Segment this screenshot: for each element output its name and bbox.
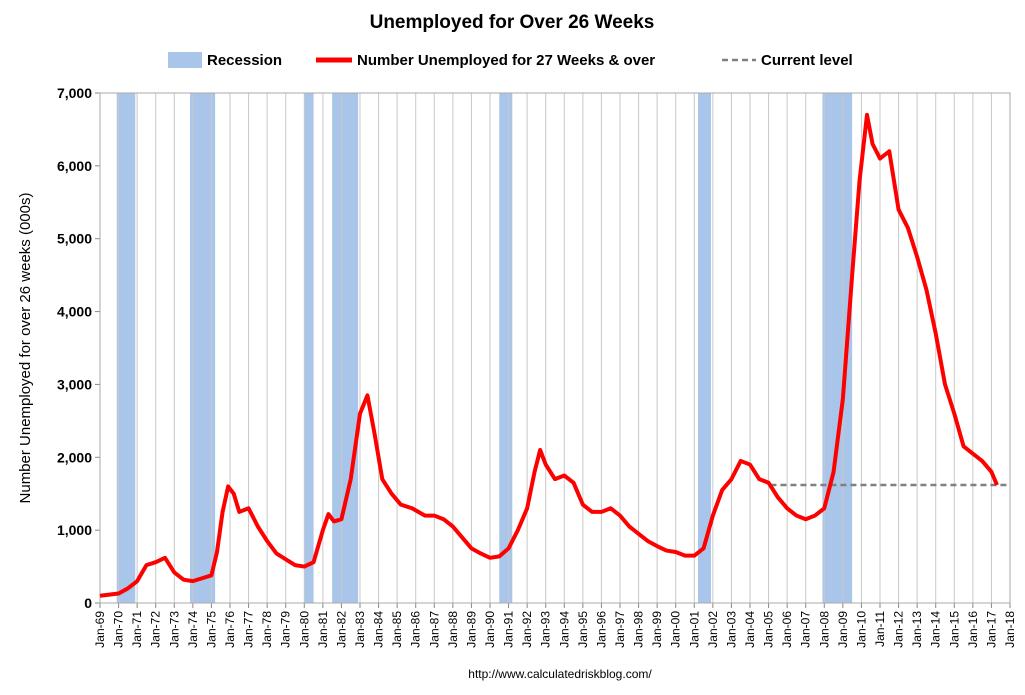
legend-swatch xyxy=(168,52,202,68)
x-tick-label: Jan-91 xyxy=(502,611,516,648)
x-tick-label: Jan-94 xyxy=(557,611,571,648)
y-tick-label: 4,000 xyxy=(57,304,92,320)
x-tick-label: Jan-92 xyxy=(520,611,534,648)
x-tick-label: Jan-97 xyxy=(613,611,627,648)
y-axis-label: Number Unemployed for over 26 weeks (000… xyxy=(17,193,34,504)
x-tick-label: Jan-16 xyxy=(966,611,980,648)
x-tick-label: Jan-10 xyxy=(854,611,868,648)
x-tick-label: Jan-69 xyxy=(93,611,107,648)
x-tick-label: Jan-81 xyxy=(316,611,330,648)
x-tick-label: Jan-75 xyxy=(204,611,218,648)
x-tick-label: Jan-86 xyxy=(409,611,423,648)
x-tick-label: Jan-14 xyxy=(929,611,943,648)
x-tick-label: Jan-74 xyxy=(186,611,200,648)
x-tick-label: Jan-72 xyxy=(149,611,163,648)
source: http://www.calculatedriskblog.com/ xyxy=(468,667,652,681)
x-tick-label: Jan-02 xyxy=(706,611,720,648)
recession-band xyxy=(332,93,359,603)
y-tick-label: 5,000 xyxy=(57,231,92,247)
x-tick-label: Jan-09 xyxy=(836,611,850,648)
x-tick-label: Jan-76 xyxy=(223,611,237,648)
x-tick-label: Jan-83 xyxy=(353,611,367,648)
legend-label: Recession xyxy=(207,52,282,69)
recession-band xyxy=(499,93,513,603)
x-tick-label: Jan-90 xyxy=(483,611,497,648)
x-tick-label: Jan-06 xyxy=(780,611,794,648)
y-tick-label: 0 xyxy=(84,595,92,611)
legend-label: Number Unemployed for 27 Weeks & over xyxy=(357,52,655,69)
x-tick-label: Jan-71 xyxy=(130,611,144,648)
y-tick-label: 3,000 xyxy=(57,376,92,392)
x-tick-label: Jan-01 xyxy=(687,611,701,648)
x-tick-label: Jan-98 xyxy=(632,611,646,648)
x-tick-label: Jan-93 xyxy=(539,611,553,648)
x-tick-label: Jan-03 xyxy=(724,611,738,648)
x-tick-label: Jan-04 xyxy=(743,611,757,648)
x-tick-label: Jan-99 xyxy=(650,611,664,648)
x-tick-label: Jan-88 xyxy=(446,611,460,648)
x-tick-label: Jan-96 xyxy=(594,611,608,648)
x-tick-label: Jan-05 xyxy=(762,611,776,648)
chart-title: Unemployed for Over 26 Weeks xyxy=(370,12,655,33)
x-tick-label: Jan-77 xyxy=(242,611,256,648)
x-tick-label: Jan-18 xyxy=(1003,611,1017,648)
x-tick-label: Jan-79 xyxy=(279,611,293,648)
x-tick-label: Jan-17 xyxy=(984,611,998,648)
recession-band xyxy=(698,93,711,603)
y-tick-label: 6,000 xyxy=(57,158,92,174)
x-tick-label: Jan-12 xyxy=(892,611,906,648)
x-tick-label: Jan-85 xyxy=(390,611,404,648)
x-tick-label: Jan-07 xyxy=(799,611,813,648)
x-tick-label: Jan-80 xyxy=(297,611,311,648)
x-tick-label: Jan-00 xyxy=(669,611,683,648)
x-tick-label: Jan-84 xyxy=(372,611,386,648)
x-tick-label: Jan-08 xyxy=(817,611,831,648)
y-tick-label: 7,000 xyxy=(57,85,92,101)
x-tick-label: Jan-70 xyxy=(112,611,126,648)
x-tick-label: Jan-82 xyxy=(334,611,348,648)
y-tick-label: 2,000 xyxy=(57,449,92,465)
recession-band xyxy=(304,93,314,603)
legend-label: Current level xyxy=(761,52,853,69)
x-tick-label: Jan-78 xyxy=(260,611,274,648)
x-tick-label: Jan-13 xyxy=(910,611,924,648)
x-tick-label: Jan-87 xyxy=(427,611,441,648)
x-tick-label: Jan-73 xyxy=(167,611,181,648)
x-tick-label: Jan-89 xyxy=(464,611,478,648)
x-tick-label: Jan-95 xyxy=(576,611,590,648)
recession-band xyxy=(116,93,136,603)
series-line xyxy=(99,112,999,598)
x-tick-label: Jan-15 xyxy=(947,611,961,648)
plot-border xyxy=(99,92,1011,604)
x-tick-label: Jan-11 xyxy=(873,611,887,647)
y-tick-label: 1,000 xyxy=(57,522,92,538)
